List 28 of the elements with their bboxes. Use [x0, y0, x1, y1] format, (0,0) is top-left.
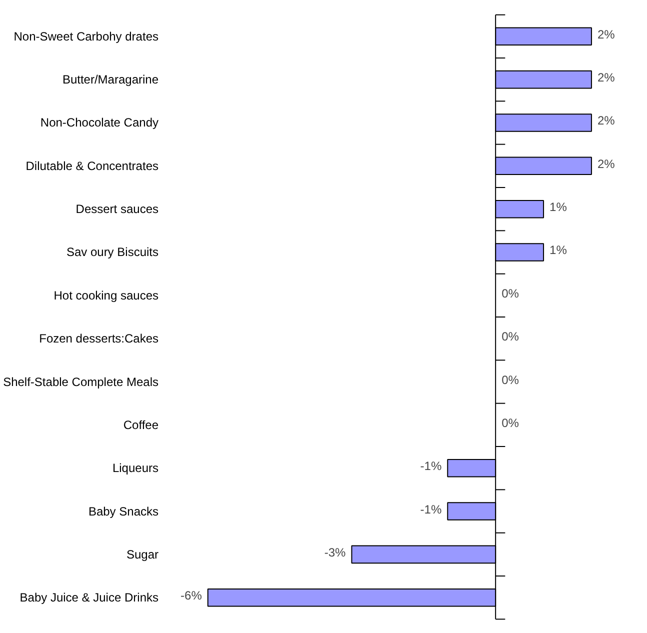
y-tick-label: Sav oury Biscuits: [66, 245, 159, 260]
data-label: -6%: [180, 588, 202, 603]
data-label: -3%: [324, 545, 346, 560]
y-tick-label: Shelf-Stable Complete Meals: [3, 374, 159, 389]
y-tick-label: Non-Chocolate Candy: [40, 116, 159, 130]
data-label: -1%: [420, 459, 442, 474]
y-tick-label: Baby Snacks: [88, 504, 159, 518]
data-label: 1%: [550, 200, 568, 214]
data-label: 2%: [597, 70, 616, 85]
data-label: 0%: [502, 286, 520, 300]
y-tick-label: Fozen desserts:Cakes: [39, 332, 159, 346]
y-tick-label: Liqueurs: [112, 461, 158, 476]
data-label: 2%: [597, 27, 616, 42]
data-label: 2%: [597, 156, 616, 171]
y-tick-label: Baby Juice & Juice Drinks: [20, 590, 159, 605]
data-label: 0%: [502, 330, 520, 344]
y-tick-label: Hot cooking sauces: [54, 288, 159, 302]
data-label: 1%: [550, 243, 568, 258]
y-tick-label: Dilutable & Concentrates: [26, 158, 159, 173]
y-tick-label: Butter/Maragarine: [62, 72, 159, 87]
y-tick-label: Coffee: [123, 418, 159, 432]
data-label: 0%: [502, 372, 520, 387]
data-label: -1%: [420, 502, 442, 516]
y-tick-label: Dessert sauces: [76, 202, 159, 216]
data-label: 0%: [502, 416, 520, 430]
y-tick-label: Non-Sweet Carbohy drates: [14, 29, 159, 44]
data-label: 2%: [597, 114, 616, 128]
y-tick-label: Sugar: [126, 547, 159, 562]
